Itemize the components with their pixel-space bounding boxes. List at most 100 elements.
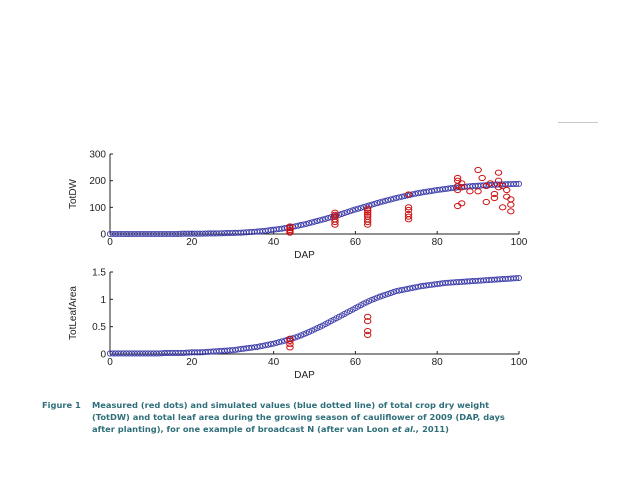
simulated-point bbox=[352, 206, 359, 213]
y-axis-label: TotDW bbox=[68, 178, 79, 209]
x-axis-label: DAP bbox=[294, 370, 315, 381]
simulated-point bbox=[404, 192, 411, 199]
simulated-point bbox=[404, 285, 411, 292]
measured-point bbox=[363, 318, 372, 325]
simulated-point bbox=[409, 284, 416, 291]
measured-series bbox=[286, 166, 515, 236]
measured-point bbox=[507, 201, 515, 208]
measured-point bbox=[486, 180, 495, 187]
simulated-point bbox=[360, 204, 367, 211]
measured-point bbox=[498, 204, 507, 211]
measured-point bbox=[458, 184, 466, 191]
simulated-point bbox=[371, 200, 378, 207]
simulated-point bbox=[314, 217, 321, 225]
simulated-point bbox=[297, 332, 304, 339]
measured-point bbox=[363, 213, 372, 220]
simulated-point bbox=[398, 193, 405, 200]
measured-point bbox=[363, 209, 372, 216]
simulated-point bbox=[316, 217, 324, 224]
x-tick-label: 20 bbox=[186, 237, 198, 248]
measured-point bbox=[404, 204, 413, 211]
x-tick-label: 20 bbox=[186, 357, 198, 368]
simulated-point bbox=[276, 339, 283, 346]
caption-label: Figure 1 bbox=[42, 400, 81, 410]
simulated-point bbox=[513, 180, 520, 188]
measured-point bbox=[458, 180, 466, 187]
caption-line-1: Measured (red dots) and simulated values… bbox=[92, 400, 490, 410]
simulated-point bbox=[265, 341, 272, 348]
y-tick-label: 1.5 bbox=[92, 268, 106, 279]
measured-point bbox=[494, 184, 503, 191]
simulated-point bbox=[273, 339, 280, 346]
measured-point bbox=[363, 211, 372, 218]
simulated-point bbox=[390, 195, 397, 202]
simulated-point bbox=[368, 201, 375, 208]
y-tick-label: 300 bbox=[89, 150, 106, 161]
simulated-point bbox=[385, 290, 392, 297]
x-tick-label: 0 bbox=[107, 357, 113, 368]
measured-point bbox=[458, 200, 466, 207]
figure-caption: Figure 1 Measured (red dots) and simulate… bbox=[42, 399, 602, 435]
simulated-point bbox=[376, 293, 383, 300]
simulated-point bbox=[259, 342, 266, 349]
simulated-point bbox=[368, 296, 375, 303]
measured-point bbox=[363, 207, 372, 214]
simulated-point bbox=[379, 292, 386, 299]
chart-2: 0 20 40 60 80 100 0 0.5 1 1.5 DAP TotLeafArea bbox=[68, 268, 528, 382]
x-tick-label: 100 bbox=[511, 237, 528, 248]
simulated-point bbox=[374, 200, 381, 207]
simulated-point bbox=[357, 204, 364, 211]
y-tick-label: 200 bbox=[89, 176, 106, 187]
x-tick-label: 60 bbox=[350, 357, 362, 368]
simulated-point bbox=[349, 207, 356, 214]
simulated-point bbox=[254, 343, 261, 350]
measured-point bbox=[363, 327, 372, 335]
measured-point bbox=[474, 166, 482, 174]
measured-point bbox=[404, 210, 413, 218]
measured-point bbox=[466, 188, 474, 195]
measured-point bbox=[478, 174, 486, 182]
simulated-point bbox=[311, 218, 318, 225]
measured-point bbox=[494, 177, 503, 184]
measured-point bbox=[474, 188, 482, 195]
simulated-point bbox=[300, 331, 307, 338]
simulated-point bbox=[371, 295, 378, 302]
simulated-point bbox=[398, 286, 405, 294]
measured-point bbox=[331, 213, 339, 220]
simulated-point bbox=[382, 291, 389, 298]
measured-point bbox=[286, 335, 294, 342]
y-tick-label: 0 bbox=[100, 230, 106, 241]
simulated-point bbox=[395, 194, 403, 201]
y-axis-label: TotLeafArea bbox=[68, 286, 79, 340]
simulated-point bbox=[387, 196, 394, 203]
simulated-point bbox=[379, 198, 386, 205]
simulated-point bbox=[355, 205, 362, 212]
simulated-point bbox=[374, 294, 381, 301]
measured-point bbox=[331, 216, 339, 223]
simulated-point bbox=[406, 285, 413, 292]
measured-point bbox=[498, 182, 507, 190]
simulated-series bbox=[106, 274, 523, 357]
simulated-point bbox=[303, 220, 310, 227]
simulated-point bbox=[346, 208, 353, 215]
simulated-point bbox=[262, 342, 269, 349]
caption-line-3: after planting), for one example of broa… bbox=[92, 424, 449, 434]
simulated-point bbox=[295, 333, 302, 340]
measured-point bbox=[507, 208, 515, 215]
x-tick-label: 0 bbox=[107, 237, 113, 248]
y-tick-label: 0 bbox=[100, 350, 106, 361]
x-tick-label: 100 bbox=[511, 357, 528, 368]
simulated-point bbox=[295, 222, 302, 229]
measured-point bbox=[503, 186, 511, 194]
simulated-point bbox=[393, 288, 400, 295]
measured-point bbox=[363, 216, 372, 223]
measured-point bbox=[507, 196, 515, 203]
simulated-point bbox=[401, 193, 408, 200]
simulated-point bbox=[322, 215, 329, 222]
simulated-point bbox=[325, 214, 332, 222]
simulated-point bbox=[308, 219, 315, 226]
measured-point bbox=[404, 191, 413, 198]
y-tick-label: 1 bbox=[100, 295, 106, 306]
simulated-point bbox=[267, 341, 274, 348]
